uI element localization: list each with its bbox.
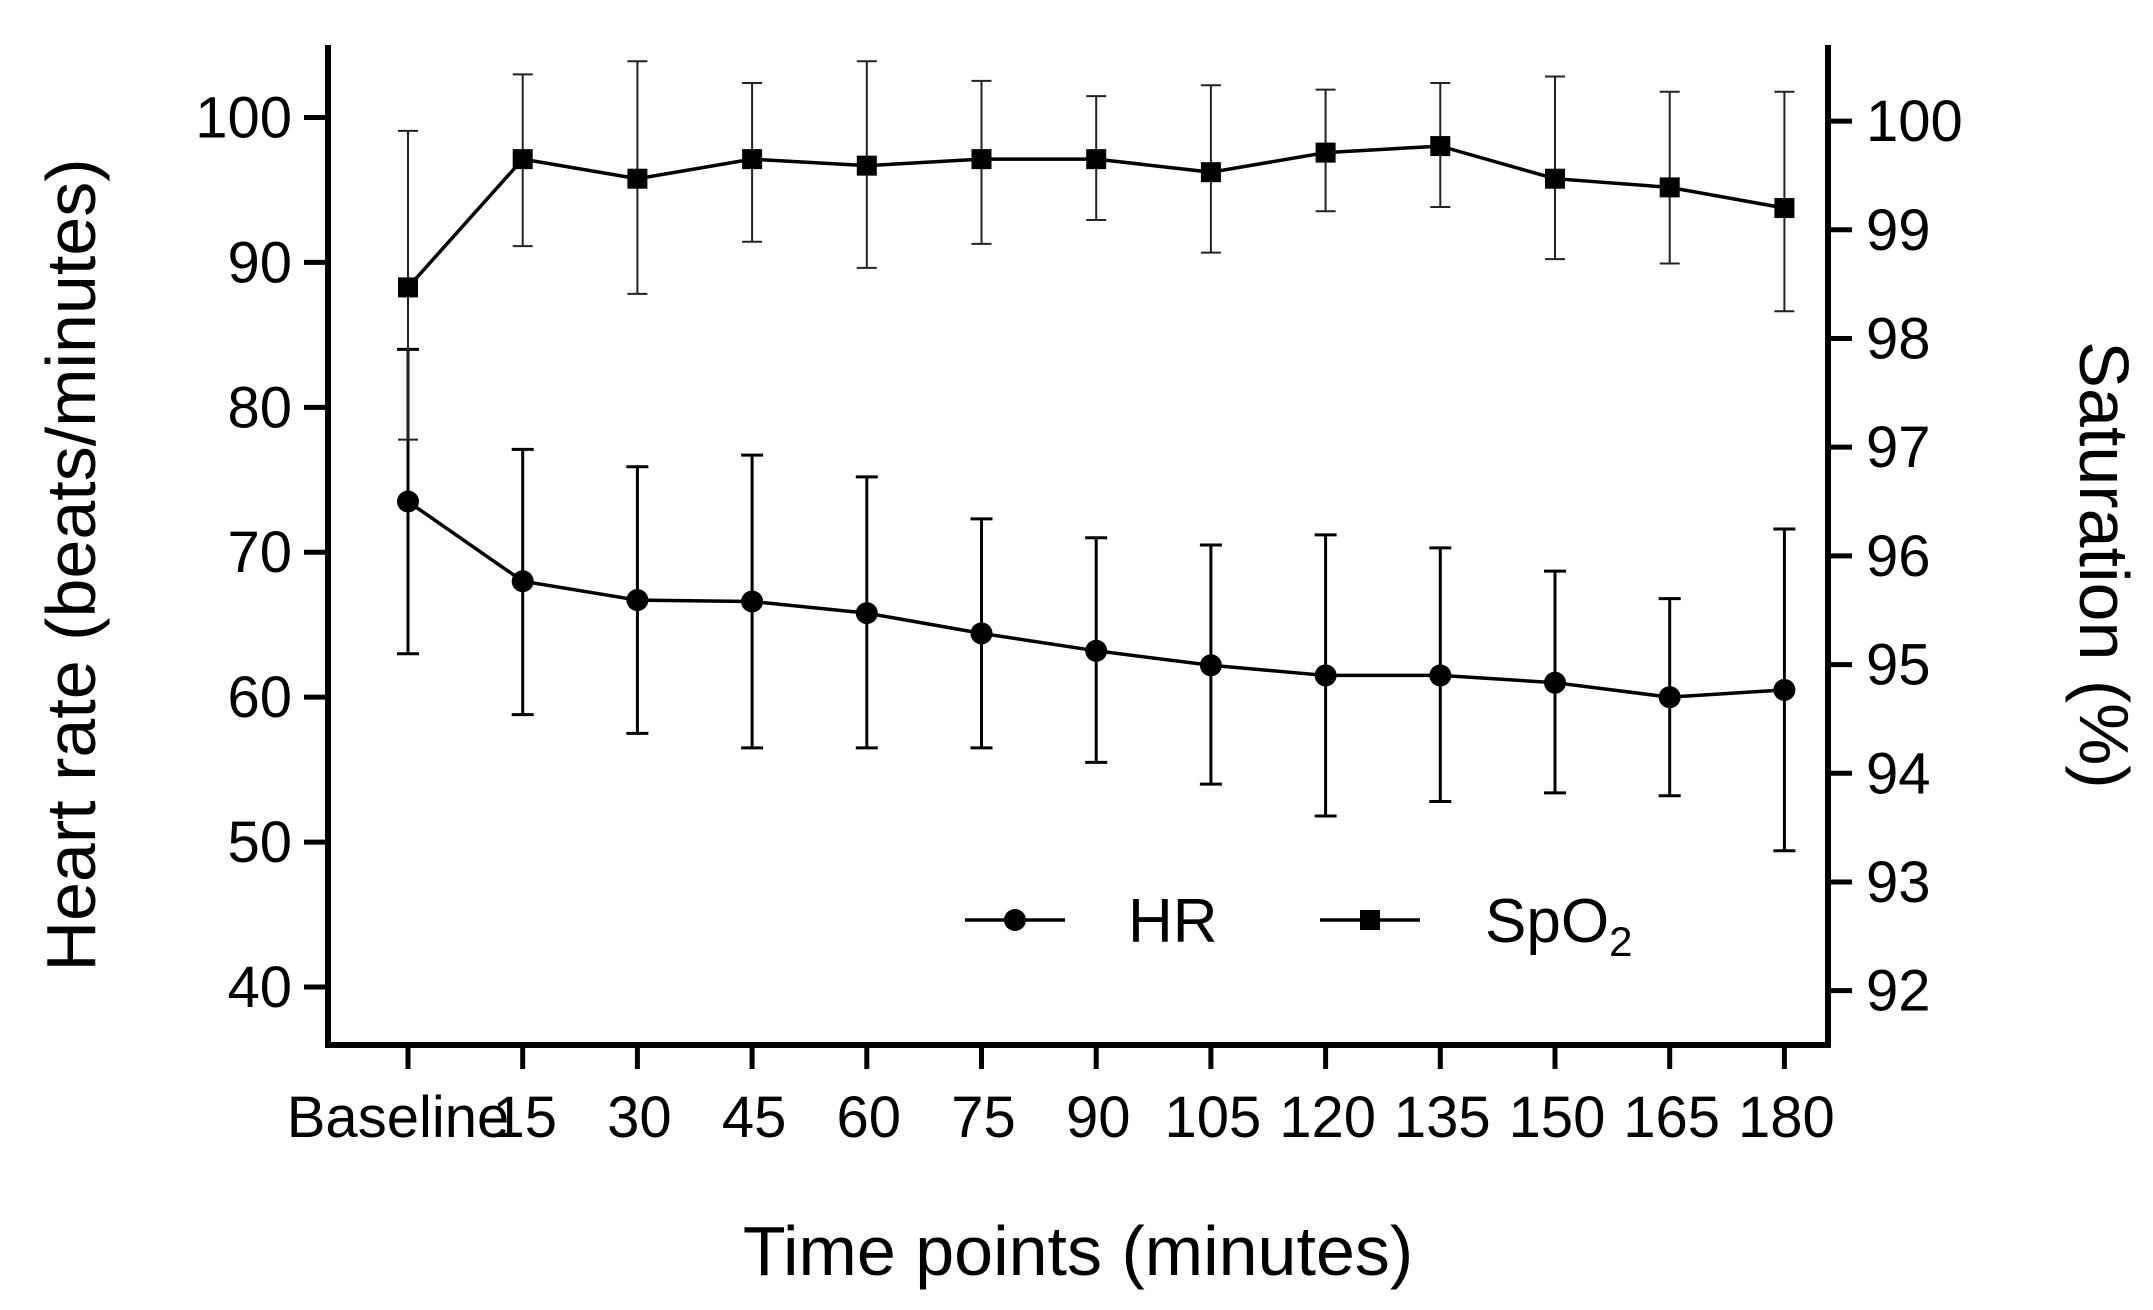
y2-axis-title: Saturation (%) bbox=[2065, 341, 2143, 788]
spo2-point bbox=[1545, 168, 1565, 189]
hr-point bbox=[1199, 654, 1222, 677]
axes bbox=[304, 45, 1852, 1069]
y-tick-label: 70 bbox=[227, 520, 292, 585]
spo2-point bbox=[856, 155, 877, 176]
series-markers bbox=[397, 136, 1796, 709]
y-tick-label: 50 bbox=[227, 810, 292, 875]
y-tick-label: 60 bbox=[227, 665, 292, 730]
hr-point bbox=[1658, 686, 1681, 709]
legend-spo2-label-main: SpO bbox=[1485, 887, 1609, 956]
y2-tick-label: 94 bbox=[1866, 741, 1931, 806]
legend-hr-label: HR bbox=[1128, 887, 1218, 956]
hr-point bbox=[1544, 671, 1566, 694]
legend-spo2-label: SpO2 bbox=[1485, 887, 1632, 965]
spo2-point bbox=[971, 149, 992, 170]
spo2-point bbox=[1774, 198, 1795, 219]
spo2-point bbox=[742, 149, 763, 170]
spo2-point bbox=[1659, 177, 1680, 198]
x-tick-label: 105 bbox=[1165, 1085, 1262, 1150]
spo2-point bbox=[1315, 142, 1336, 163]
hr-point bbox=[1773, 678, 1796, 701]
legend-spo2-label-subscript: 2 bbox=[1609, 918, 1632, 965]
x-tick-label: 45 bbox=[722, 1085, 787, 1150]
x-tick-label: 30 bbox=[607, 1085, 672, 1150]
tick-labels: 40 50 60 70 80 90 100 92 93 94 95 96 97 98 99 100 Baseli… bbox=[195, 85, 1963, 1150]
hr-point bbox=[626, 589, 649, 612]
y2-tick-label: 92 bbox=[1866, 959, 1931, 1024]
x-tick-label: 15 bbox=[492, 1085, 557, 1150]
y-tick-label: 40 bbox=[227, 955, 292, 1020]
spo2-point bbox=[1430, 136, 1451, 157]
y2-tick-label: 93 bbox=[1866, 850, 1931, 915]
x-tick-label: 75 bbox=[951, 1085, 1016, 1150]
hr-point bbox=[1085, 639, 1108, 662]
y2-tick-label: 99 bbox=[1866, 198, 1931, 263]
x-tick-label: 120 bbox=[1279, 1085, 1376, 1150]
legend-spo2-marker bbox=[1360, 910, 1380, 930]
spo2-point bbox=[512, 149, 533, 170]
y-tick-label: 80 bbox=[227, 375, 292, 440]
x-tick-label: 150 bbox=[1509, 1085, 1606, 1150]
x-axis-title: Time points (minutes) bbox=[743, 1212, 1413, 1290]
legend-hr-marker bbox=[1004, 909, 1026, 931]
hr-point bbox=[741, 590, 764, 613]
y-tick-label: 90 bbox=[227, 230, 292, 295]
y-tick-label: 100 bbox=[195, 85, 292, 150]
x-tick-label: 60 bbox=[837, 1085, 902, 1150]
spo2-point bbox=[1086, 149, 1107, 170]
y-axis-title: Heart rate (beats/minutes) bbox=[32, 158, 110, 971]
x-tick-label: 135 bbox=[1394, 1085, 1491, 1150]
y2-tick-label: 97 bbox=[1866, 415, 1931, 480]
x-tick-label: Baseline bbox=[287, 1085, 509, 1150]
y2-tick-label: 100 bbox=[1866, 89, 1963, 154]
hr-point bbox=[397, 490, 419, 513]
legend: HR SpO2 bbox=[965, 887, 1632, 965]
hr-point bbox=[511, 570, 534, 593]
hr-point bbox=[855, 602, 878, 625]
hr-point bbox=[1314, 664, 1337, 687]
spo2-point bbox=[1200, 162, 1221, 183]
x-tick-label: 180 bbox=[1738, 1085, 1835, 1150]
spo2-point bbox=[398, 277, 418, 298]
hr-point bbox=[970, 622, 993, 645]
y2-tick-label: 98 bbox=[1866, 306, 1931, 371]
spo2-point bbox=[627, 168, 648, 189]
y2-tick-label: 95 bbox=[1866, 633, 1931, 698]
x-tick-label: 90 bbox=[1066, 1085, 1131, 1150]
hr-point bbox=[1429, 664, 1452, 687]
axis-titles: Time points (minutes) Heart rate (beats/… bbox=[32, 158, 2143, 1290]
y2-tick-label: 96 bbox=[1866, 524, 1931, 589]
x-tick-label: 165 bbox=[1623, 1085, 1720, 1150]
